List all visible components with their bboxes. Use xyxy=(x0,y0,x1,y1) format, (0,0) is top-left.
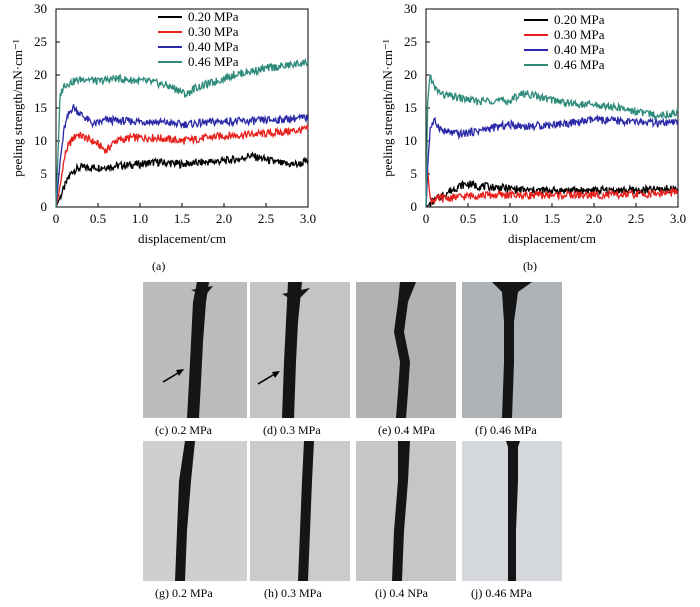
ink-line xyxy=(175,441,195,581)
series-line-0.46-MPa xyxy=(425,74,679,208)
y-tick-label: 20 xyxy=(404,67,417,82)
panel-label-b: (b) xyxy=(523,259,537,273)
ink-line xyxy=(187,282,209,418)
series-line-0.20-MPa xyxy=(55,151,309,208)
y-axis-label: peeling strength/mN·cm⁻¹ xyxy=(380,39,395,177)
y-tick-label: 30 xyxy=(404,1,417,16)
series-line-0.40-MPa xyxy=(425,114,679,208)
ink-line xyxy=(506,441,520,581)
x-tick-label: 2.0 xyxy=(586,211,602,226)
x-tick-label: 3.0 xyxy=(300,211,316,226)
legend-label: 0.40 MPa xyxy=(554,42,605,57)
ink-line xyxy=(392,441,410,581)
photo-caption-i: (i) 0.4 NPa xyxy=(375,586,428,600)
legend-label: 0.20 MPa xyxy=(554,12,605,27)
y-tick-label: 15 xyxy=(34,100,47,115)
photo-g xyxy=(143,441,247,581)
legend-label: 0.20 MPa xyxy=(188,9,239,24)
photo-i xyxy=(356,441,456,581)
ink-line xyxy=(282,282,302,418)
x-tick-label: 3.0 xyxy=(670,211,686,226)
x-tick-label: 0 xyxy=(53,211,60,226)
x-tick-label: 1.5 xyxy=(544,211,560,226)
series-line-0.40-MPa xyxy=(55,104,309,208)
ink-line xyxy=(394,282,416,418)
photo-f xyxy=(462,282,562,418)
y-tick-label: 15 xyxy=(404,100,417,115)
panel-label-a: (a) xyxy=(152,259,166,273)
x-tick-label: 1.5 xyxy=(174,211,190,226)
x-tick-label: 0.5 xyxy=(460,211,476,226)
x-tick-label: 0.5 xyxy=(90,211,106,226)
y-tick-label: 10 xyxy=(34,133,47,148)
photo-background xyxy=(143,441,247,581)
photo-j xyxy=(462,441,562,581)
photo-c xyxy=(143,282,247,418)
y-tick-label: 25 xyxy=(404,34,417,49)
photo-caption-j: (j) 0.46 MPa xyxy=(471,586,532,600)
y-tick-label: 10 xyxy=(404,133,417,148)
x-tick-label: 2.5 xyxy=(628,211,644,226)
series-line-0.30-MPa xyxy=(425,170,679,208)
ink-line xyxy=(298,441,314,581)
photo-caption-e: (e) 0.4 MPa xyxy=(378,423,435,437)
y-tick-label: 30 xyxy=(34,1,47,16)
x-tick-label: 0 xyxy=(423,211,430,226)
legend-label: 0.40 MPa xyxy=(188,39,239,54)
y-tick-label: 20 xyxy=(34,67,47,82)
y-tick-label: 5 xyxy=(411,166,418,181)
series-line-0.20-MPa xyxy=(425,179,679,208)
photo-caption-d: (d) 0.3 MPa xyxy=(263,423,321,437)
y-tick-label: 25 xyxy=(34,34,47,49)
photo-caption-f: (f) 0.46 MPa xyxy=(475,423,537,437)
photo-h xyxy=(250,441,350,581)
legend-label: 0.46 MPa xyxy=(554,57,605,72)
photo-caption-g: (g) 0.2 MPa xyxy=(155,586,213,600)
plot-frame xyxy=(425,8,679,208)
y-tick-label: 0 xyxy=(41,199,48,214)
plot-frame xyxy=(55,8,309,208)
photo-e xyxy=(356,282,456,418)
y-tick-label: 5 xyxy=(41,166,48,181)
y-axis-label: peeling strength/mN·cm⁻¹ xyxy=(10,39,25,177)
x-tick-label: 2.0 xyxy=(216,211,232,226)
x-tick-label: 1.0 xyxy=(132,211,148,226)
series-line-0.30-MPa xyxy=(55,124,309,208)
x-axis-label: displacement/cm xyxy=(508,231,596,246)
photo-caption-c: (c) 0.2 MPa xyxy=(155,423,212,437)
y-tick-label: 0 xyxy=(411,199,418,214)
x-tick-label: 1.0 xyxy=(502,211,518,226)
series-line-0.46-MPa xyxy=(55,57,309,208)
charts-area: 0 0.5 1.0 1.5 2.0 2.5 3.0 0 5 10 15 20 25 30 displacem… xyxy=(10,1,686,246)
legend-label: 0.30 MPa xyxy=(188,24,239,39)
x-tick-label: 2.5 xyxy=(258,211,274,226)
photo-background xyxy=(250,282,350,418)
legend-label: 0.30 MPa xyxy=(554,27,605,42)
ink-line xyxy=(492,282,532,418)
photo-d xyxy=(250,282,350,418)
photo-caption-h: (h) 0.3 MPa xyxy=(264,586,322,600)
x-axis-label: displacement/cm xyxy=(138,231,226,246)
legend-label: 0.46 MPa xyxy=(188,54,239,69)
